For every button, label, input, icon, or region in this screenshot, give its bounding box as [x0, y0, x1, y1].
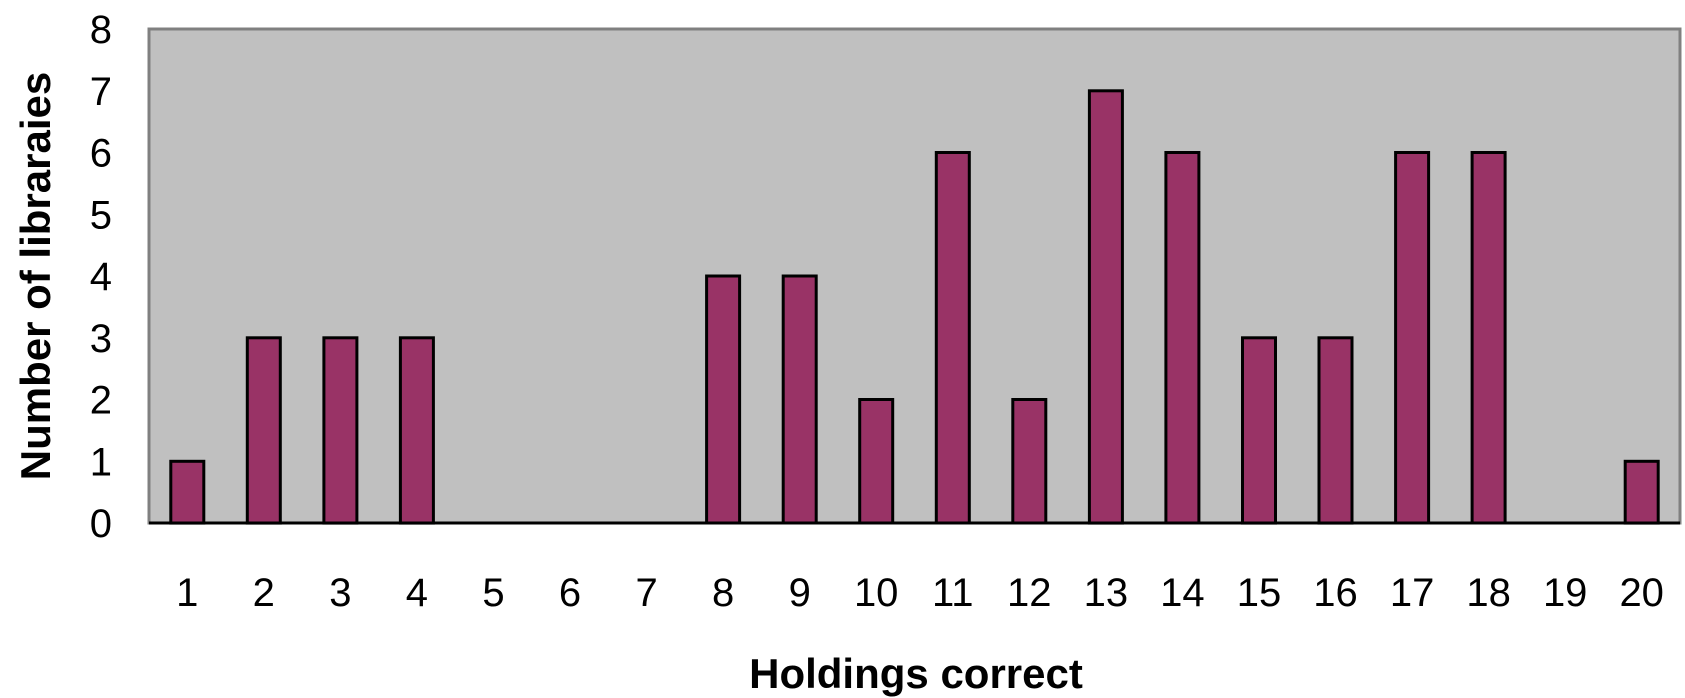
y-tick-label: 8	[90, 8, 112, 52]
x-tick-label: 5	[482, 571, 504, 615]
x-tick-label: 11	[932, 571, 974, 615]
bar-20	[1623, 459, 1660, 525]
x-tick-label: 6	[559, 571, 581, 615]
y-tick-label: 1	[90, 440, 112, 484]
bar-18	[1470, 151, 1507, 525]
x-tick-label: 20	[1619, 571, 1664, 615]
bar-10	[858, 398, 895, 525]
x-tick-label: 1	[176, 571, 198, 615]
x-tick-label: 13	[1084, 571, 1129, 615]
y-tick-label: 0	[90, 502, 112, 546]
x-tick-label: 3	[329, 571, 351, 615]
bar-16	[1317, 336, 1354, 525]
x-tick-label: 9	[789, 571, 811, 615]
bar-15	[1241, 336, 1277, 525]
x-tick-label: 8	[712, 571, 734, 615]
y-tick-labels: 0 1 2 3 4 5 6 7 8	[90, 8, 112, 546]
y-tick-label: 4	[90, 255, 112, 299]
bar-11	[934, 151, 971, 525]
plot-area	[147, 27, 1682, 525]
bar-9	[781, 274, 818, 525]
bar-14	[1164, 151, 1201, 525]
x-axis-title: Holdings correct	[749, 650, 1083, 697]
x-tick-label: 14	[1160, 571, 1205, 615]
x-tick-label: 16	[1313, 571, 1358, 615]
x-tick-label: 12	[1007, 571, 1052, 615]
bar-2	[245, 336, 282, 525]
y-tick-label: 3	[90, 317, 112, 361]
bar-13	[1087, 89, 1124, 525]
y-tick-label: 2	[90, 379, 112, 423]
y-axis-title: Number of libraraies	[12, 72, 59, 480]
x-tick-label: 19	[1543, 571, 1588, 615]
y-tick-label: 5	[90, 193, 112, 237]
x-tick-label: 2	[253, 571, 275, 615]
bar-8	[705, 274, 742, 525]
y-tick-label: 6	[90, 132, 112, 176]
y-tick-label: 7	[90, 70, 112, 114]
x-tick-label: 15	[1237, 571, 1282, 615]
bar-1	[169, 459, 206, 525]
x-tick-label: 4	[406, 571, 428, 615]
x-tick-label: 10	[854, 571, 899, 615]
bars-group	[169, 89, 1660, 525]
x-tick-label: 7	[635, 571, 657, 615]
bar-17	[1394, 151, 1431, 525]
bar-3	[322, 336, 359, 525]
bar-12	[1011, 398, 1048, 525]
x-tick-label: 17	[1390, 571, 1435, 615]
x-tick-labels: 1 2 3 4 5 6 7 8 9 10 11 12 13 14 15 16 17 18 19 20	[176, 571, 1664, 615]
x-tick-label: 18	[1466, 571, 1511, 615]
bar-4	[398, 336, 435, 525]
